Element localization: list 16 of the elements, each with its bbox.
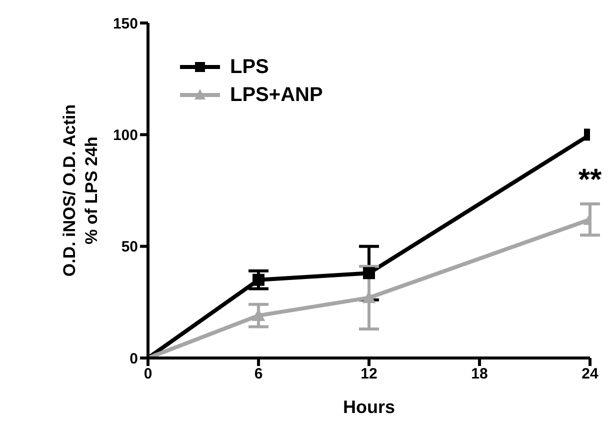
legend-label: LPS+ANP [230, 84, 323, 106]
y-tick-label: 0 [130, 350, 138, 368]
legend-label: LPS [230, 56, 269, 78]
x-tick-label: 12 [360, 366, 378, 383]
annotation: ** [578, 164, 602, 197]
x-tick-label: 6 [254, 366, 263, 383]
y-axis-title: O.D. iNOS/ O.D. Actin % of LPS 24h [60, 104, 101, 277]
x-axis-title: Hours [342, 397, 396, 417]
x-tick-label: 18 [471, 366, 488, 383]
point [363, 267, 375, 280]
y-tick-label: 100 [112, 126, 138, 144]
y-tick-label: 150 [112, 15, 138, 32]
x-tick-label: 24 [582, 366, 599, 383]
x-tick-label: 0 [144, 366, 152, 383]
point [252, 274, 264, 286]
y-tick-label: 50 [121, 238, 138, 256]
